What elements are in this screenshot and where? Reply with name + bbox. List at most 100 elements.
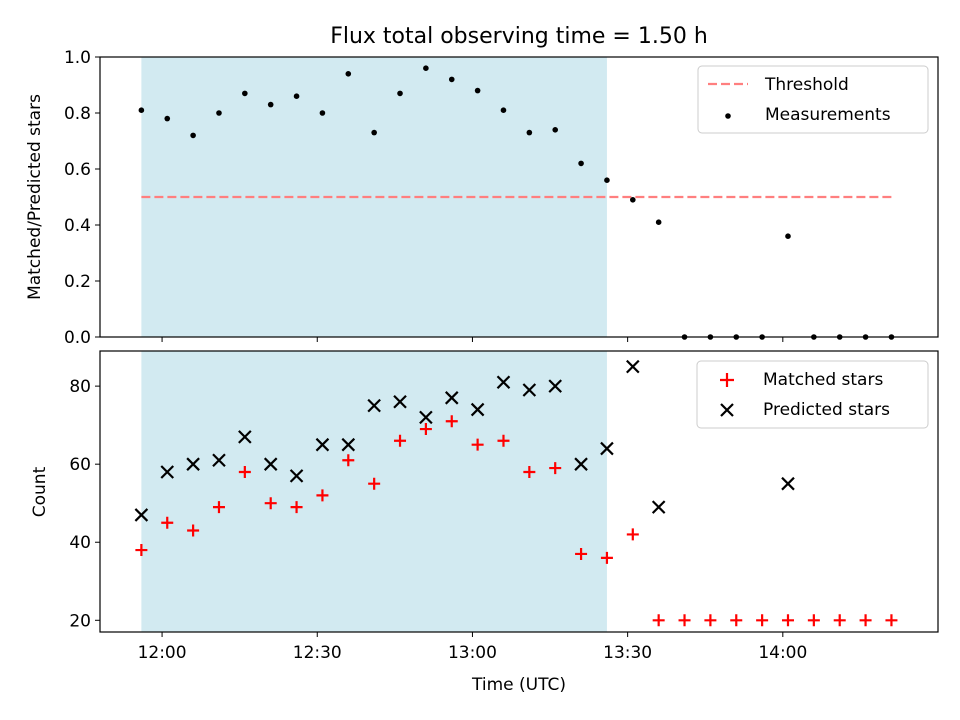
top-shaded-interval <box>141 57 607 337</box>
predicted-stars-point <box>160 465 175 479</box>
matched-stars-point <box>678 614 691 627</box>
bottom-x-tick-label: 12:00 <box>138 643 187 663</box>
legend-threshold-label: Threshold <box>764 75 849 95</box>
legend-predicted-swatch <box>720 403 734 417</box>
predicted-stars-point <box>444 391 459 405</box>
predicted-stars-point <box>419 410 433 425</box>
bottom-panel: 20 40 60 80 12:00 12:30 13:00 13:30 14:00 <box>69 350 939 663</box>
measurement-point <box>423 65 429 71</box>
predicted-stars-point <box>341 437 356 452</box>
matched-stars-point <box>833 614 846 627</box>
predicted-stars-point <box>496 375 511 389</box>
measurement-point <box>164 115 171 122</box>
top-y-tick-label: 0.0 <box>64 328 91 348</box>
matched-stars-point <box>316 489 329 502</box>
top-y-tick-label: 0.6 <box>64 160 91 180</box>
bottom-y-tick-label: 80 <box>69 377 91 397</box>
predicted-stars-point <box>315 437 330 452</box>
bottom-x-tick-label: 12:30 <box>293 643 342 663</box>
measurement-point <box>630 197 636 203</box>
matched-stars-point <box>730 614 743 627</box>
bottom-x-tick-label: 14:00 <box>758 643 807 663</box>
matched-stars-point <box>342 454 355 467</box>
predicted-stars-point <box>393 394 407 409</box>
matched-stars-point <box>859 614 872 627</box>
matched-stars-point <box>885 614 898 627</box>
matched-stars-point <box>497 434 510 447</box>
measurement-point <box>319 110 326 116</box>
predicted-stars-point <box>263 457 278 471</box>
matched-stars-point <box>575 547 588 560</box>
measurement-point <box>371 129 377 136</box>
legend-predicted-label: Predicted stars <box>763 400 890 420</box>
top-legend: Threshold Measurements <box>697 65 929 134</box>
x-axis-label: Time (UTC) <box>471 675 566 695</box>
measurement-point <box>474 87 481 94</box>
matched-stars-point <box>781 614 794 627</box>
matched-stars-point <box>549 462 562 475</box>
matched-stars-point <box>161 516 174 529</box>
predicted-stars-point <box>651 500 666 514</box>
top-axes-frame <box>99 56 939 338</box>
matched-stars-point <box>704 614 717 627</box>
matched-stars-point <box>419 423 432 436</box>
matched-stars-point <box>238 465 251 478</box>
chart-title: Flux total observing time = 1.50 h <box>330 24 708 49</box>
measurement-point <box>216 110 222 116</box>
bottom-legend: Matched stars Predicted stars <box>696 360 929 429</box>
measurement-point <box>785 233 791 239</box>
matched-stars-point <box>471 438 484 451</box>
bottom-x-tick-label: 13:00 <box>448 643 497 663</box>
matched-stars-point <box>394 434 407 447</box>
matched-stars-point <box>264 497 277 510</box>
matched-stars-point <box>600 551 613 564</box>
measurement-point <box>138 107 145 113</box>
bottom-axes-frame <box>99 350 939 633</box>
predicted-stars-point <box>574 457 588 471</box>
measurement-point <box>552 127 559 133</box>
top-y-tick-label: 1.0 <box>64 48 91 68</box>
bottom-y-tick-label: 20 <box>69 611 91 631</box>
legend-matched-label: Matched stars <box>763 370 883 390</box>
bottom-y-tick-label: 60 <box>69 455 91 475</box>
measurement-point <box>500 107 507 113</box>
matched-stars-point <box>187 524 200 537</box>
matched-stars-point <box>368 477 381 490</box>
top-y-tick-label: 0.8 <box>64 104 91 124</box>
matched-stars-point <box>212 501 225 514</box>
predicted-stars-point <box>600 441 614 456</box>
predicted-stars-point <box>626 359 640 374</box>
measurement-point <box>604 177 610 183</box>
matched-stars-point <box>626 528 639 541</box>
measurement-point <box>448 76 455 83</box>
matched-stars-point <box>290 501 303 514</box>
matched-stars-point <box>807 614 820 627</box>
predicted-stars-point <box>548 379 562 393</box>
measurement-point <box>578 160 584 167</box>
predicted-stars-point <box>781 476 795 491</box>
predicted-stars-point <box>238 430 252 444</box>
measurement-point <box>267 101 274 108</box>
bottom-y-tick-label: 40 <box>69 533 91 553</box>
measurement-point <box>655 219 662 225</box>
top-y-axis-label: Matched/Predicted stars <box>25 94 45 300</box>
legend-measurements-label: Measurements <box>765 105 891 125</box>
legend-matched-swatch <box>720 373 734 387</box>
predicted-stars-point <box>522 383 537 397</box>
predicted-stars-point <box>186 457 200 471</box>
top-legend-box <box>697 65 929 134</box>
predicted-stars-point <box>289 469 304 483</box>
measurement-point <box>526 129 533 136</box>
matched-stars-point <box>652 614 665 627</box>
measurement-point <box>293 93 300 99</box>
predicted-stars-point <box>470 402 485 417</box>
top-y-tick-label: 0.2 <box>64 272 91 292</box>
top-panel: 0.0 0.2 0.4 0.6 0.8 1.0 <box>64 48 939 348</box>
matched-stars-point <box>756 614 769 627</box>
measurement-point <box>190 132 196 139</box>
bottom-x-tick-label: 13:30 <box>603 643 652 663</box>
predicted-stars-point <box>367 398 381 413</box>
bottom-legend-box <box>696 360 929 429</box>
top-y-tick-label: 0.4 <box>64 216 91 236</box>
